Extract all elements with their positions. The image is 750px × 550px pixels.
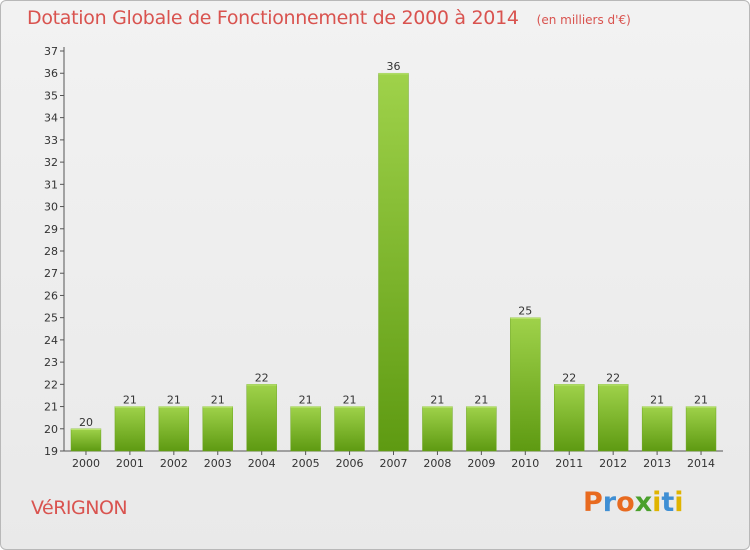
brand-letter: r: [602, 487, 617, 518]
data-label-2014: 21: [694, 394, 708, 407]
data-label-2000: 20: [79, 416, 93, 429]
chart-title: Dotation Globale de Fonctionnement de 20…: [27, 7, 519, 29]
x-tick-label: 2010: [511, 457, 539, 470]
y-tick-label: 36: [44, 67, 58, 80]
bar-2008: [422, 406, 453, 452]
brand-letter: P: [583, 487, 603, 518]
y-tick-label: 37: [44, 45, 58, 58]
y-tick-label: 34: [44, 112, 58, 125]
data-label-2007: 36: [387, 60, 401, 73]
x-tick-label: 2013: [643, 457, 671, 470]
y-tick-label: 30: [44, 201, 58, 214]
y-tick-label: 32: [44, 156, 58, 169]
data-label-2004: 22: [255, 371, 269, 384]
y-tick-label: 20: [44, 423, 58, 436]
bar-2011: [554, 384, 585, 452]
bar-2003: [202, 406, 233, 452]
bar-2001: [114, 406, 146, 452]
y-tick-label: 25: [44, 312, 58, 325]
bar-2005: [290, 406, 321, 452]
data-label-2002: 21: [167, 394, 181, 407]
x-tick-label: 2011: [555, 457, 583, 470]
x-tick-label: 2004: [248, 457, 276, 470]
y-tick-label: 23: [44, 356, 58, 369]
data-label-2009: 21: [474, 394, 488, 407]
y-tick-label: 21: [44, 401, 58, 414]
x-tick-label: 2006: [336, 457, 364, 470]
x-tick-label: 2008: [423, 457, 451, 470]
bars: [70, 72, 717, 452]
bar-2010: [510, 317, 541, 452]
commune-name: VéRIGNON: [31, 497, 128, 519]
data-label-2011: 22: [562, 371, 576, 384]
data-label-2003: 21: [211, 394, 225, 407]
bar-2007: [378, 72, 409, 452]
x-tick-label: 2000: [72, 457, 100, 470]
bar-2012: [597, 384, 629, 452]
title-row: Dotation Globale de Fonctionnement de 20…: [27, 7, 631, 29]
brand-letter: x: [634, 487, 653, 518]
y-tick-label: 33: [44, 134, 58, 147]
y-tick-label: 24: [44, 334, 58, 347]
y-tick-label: 19: [44, 445, 58, 458]
data-label-2008: 21: [430, 394, 444, 407]
y-tick-label: 26: [44, 289, 58, 302]
brand-letter: i: [674, 487, 684, 518]
data-labels: 2000 20 2001 21 2002 21 2003 21 2004 22 2005 21 2006…: [72, 60, 715, 470]
x-tick-label: 2001: [116, 457, 144, 470]
data-label-2013: 21: [650, 394, 664, 407]
x-tick-label: 2007: [380, 457, 408, 470]
x-tick-label: 2009: [467, 457, 495, 470]
x-tick-label: 2012: [599, 457, 627, 470]
bar-2013: [641, 406, 673, 452]
data-label-2001: 21: [123, 394, 137, 407]
x-tick-label: 2014: [687, 457, 715, 470]
brand-logo: Proxiti: [583, 487, 684, 518]
x-tick-label: 2002: [160, 457, 188, 470]
bar-2009: [466, 406, 497, 452]
y-tick-label: 22: [44, 378, 58, 391]
bar-2004: [246, 384, 277, 452]
brand-letter: t: [661, 487, 675, 518]
chart-subtitle: (en milliers d'€): [536, 13, 631, 27]
y-tick-label: 28: [44, 245, 58, 258]
brand-letter: o: [616, 487, 635, 518]
x-tick-label: 2005: [292, 457, 320, 470]
data-label-2010: 25: [518, 305, 532, 318]
bar-2014: [685, 406, 717, 452]
data-label-2005: 21: [299, 394, 313, 407]
x-tick-label: 2003: [204, 457, 232, 470]
brand-letter: i: [652, 487, 662, 518]
y-tick-label: 31: [44, 178, 58, 191]
bar-2006: [334, 406, 365, 452]
bar-2000: [70, 428, 102, 452]
y-tick-label: 29: [44, 223, 58, 236]
y-tick-label: 35: [44, 89, 58, 102]
data-label-2006: 21: [343, 394, 357, 407]
bar-2002: [158, 406, 190, 452]
data-label-2012: 22: [606, 371, 620, 384]
y-tick-label: 27: [44, 267, 58, 280]
